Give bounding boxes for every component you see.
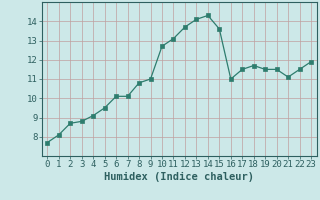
X-axis label: Humidex (Indice chaleur): Humidex (Indice chaleur) — [104, 172, 254, 182]
